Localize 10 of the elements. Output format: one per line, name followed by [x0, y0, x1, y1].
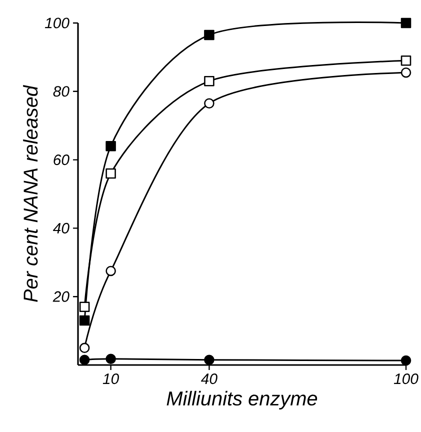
x-tick-label: 100: [394, 374, 418, 384]
y-tick-label: 60: [54, 154, 70, 166]
y-axis-title: Per cent NANA released: [23, 84, 38, 302]
y-tick-label: 40: [52, 222, 70, 234]
x-tick-label: 40: [200, 374, 218, 384]
y-tick-label: 80: [53, 86, 70, 97]
y-tick-label: 100: [44, 18, 70, 28]
y-tick-label: 20: [52, 291, 70, 302]
x-axis-title: Milliunits enzyme: [166, 390, 318, 410]
x-tick-label: 10: [102, 374, 119, 384]
